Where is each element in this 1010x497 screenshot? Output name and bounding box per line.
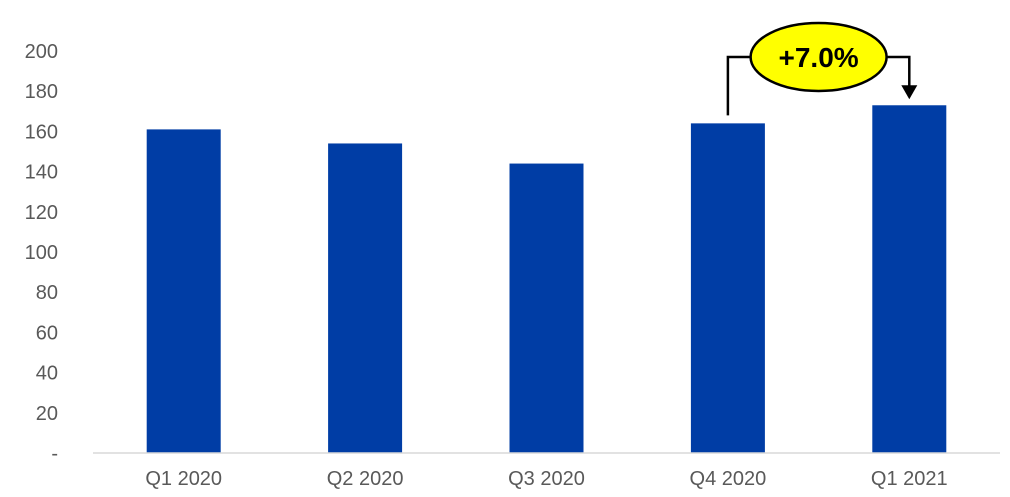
y-tick-label: 80 (36, 282, 58, 304)
x-tick-label: Q1 2021 (871, 468, 948, 490)
bar (328, 143, 403, 453)
y-tick-label: 180 (25, 81, 58, 103)
x-tick-label: Q4 2020 (690, 468, 767, 490)
y-tick-label: 160 (25, 121, 58, 143)
y-tick-label: 20 (36, 403, 58, 425)
growth-badge-label: +7.0% (779, 42, 859, 73)
y-axis: - 20 40 60 80 100 120 140 160 180 200 (25, 41, 58, 465)
bar (509, 163, 584, 453)
x-axis: Q1 2020 Q2 2020 Q3 2020 Q4 2020 Q1 2021 (145, 468, 947, 490)
y-tick-label: 40 (36, 363, 58, 385)
x-tick-label: Q1 2020 (145, 468, 222, 490)
bar (690, 123, 765, 454)
bars (146, 105, 947, 454)
growth-annotation: +7.0% (726, 21, 918, 116)
bar (872, 105, 947, 454)
arrow-head (901, 85, 918, 100)
y-tick-label: 140 (25, 162, 58, 184)
y-tick-label: 200 (25, 41, 58, 63)
y-tick-label: 120 (25, 202, 58, 224)
x-tick-label: Q2 2020 (327, 468, 404, 490)
growth-badge (749, 21, 888, 93)
y-tick-label: 100 (25, 242, 58, 264)
bar (146, 129, 221, 453)
y-tick-label: - (51, 443, 58, 465)
y-tick-label: 60 (36, 322, 58, 344)
x-tick-label: Q3 2020 (508, 468, 585, 490)
